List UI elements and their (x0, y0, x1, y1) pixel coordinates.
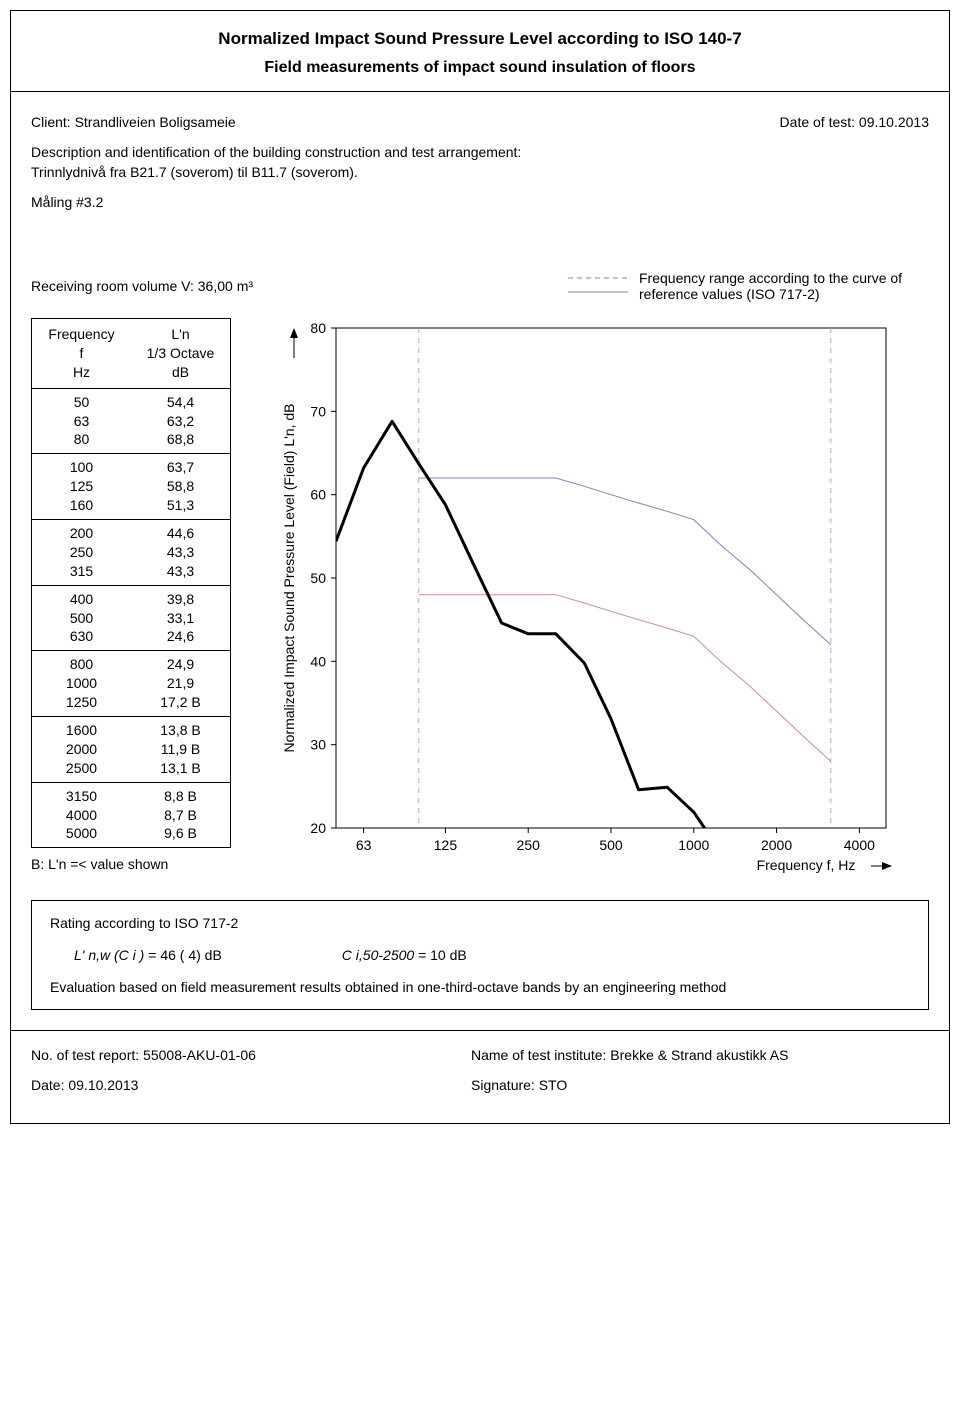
footer-date: Date: 09.10.2013 (31, 1077, 431, 1093)
table-row: 40050063039,833,124,6 (32, 586, 230, 652)
date-of-test: Date of test: 09.10.2013 (780, 114, 929, 130)
footer-tester: Name of test institute: Brekke & Strand … (471, 1047, 788, 1063)
svg-text:125: 125 (434, 837, 458, 853)
measurement-id: Måling #3.2 (31, 194, 929, 210)
legend-swatch (566, 270, 631, 300)
rating-title: Rating according to ISO 717-2 (50, 915, 910, 931)
receiving-volume: Receiving room volume V: 36,00 m³ (31, 278, 253, 294)
table-cell-value: 44,643,343,3 (131, 524, 230, 581)
table-footnote: B: L'n =< value shown (31, 856, 231, 872)
footer-signature: Signature: STO (471, 1077, 788, 1093)
frequency-table: FrequencyfHzL'n1/3 OctavedB50638054,463,… (31, 318, 231, 848)
svg-text:40: 40 (310, 653, 326, 669)
eq2-rhs: = 10 dB (418, 947, 467, 963)
svg-text:60: 60 (310, 487, 326, 503)
table-cell-value: 13,8 B11,9 B13,1 B (131, 721, 230, 778)
svg-text:4000: 4000 (844, 837, 875, 853)
table-cell-freq: 315040005000 (32, 787, 131, 844)
table-row: 16002000250013,8 B11,9 B13,1 B (32, 717, 230, 783)
svg-text:2000: 2000 (761, 837, 792, 853)
table-cell-value: 8,8 B8,7 B9,6 B (131, 787, 230, 844)
table-cell-value: 24,921,917,2 B (131, 655, 230, 712)
info-section: Client: Strandliveien Boligsameie Date o… (11, 92, 949, 318)
chart-legend: Frequency range according to the curve o… (566, 270, 929, 302)
impact-sound-chart: 20 30 40 50 60 70 80 63 125 250 500 1000 2000 4000 Nor… (266, 318, 906, 878)
svg-text:1000: 1000 (678, 837, 709, 853)
table-row: 3150400050008,8 B8,7 B9,6 B (32, 783, 230, 848)
eq1-rhs: = 46 ( 4) dB (148, 947, 222, 963)
data-table-col: FrequencyfHzL'n1/3 OctavedB50638054,463,… (31, 318, 231, 878)
report-title-1: Normalized Impact Sound Pressure Level a… (21, 29, 939, 49)
svg-text:80: 80 (310, 320, 326, 336)
table-head-ln: L'n1/3 OctavedB (131, 325, 230, 382)
client-label: Client: Strandliveien Boligsameie (31, 114, 236, 130)
svg-text:Frequency f, Hz: Frequency f, Hz (757, 857, 856, 873)
desc-line: Trinnlydnivå fra B21.7 (soverom) til B11… (31, 164, 929, 180)
desc-label: Description and identification of the bu… (31, 144, 929, 160)
table-cell-freq: 400500630 (32, 590, 131, 647)
svg-text:Normalized Impact Sound Pressu: Normalized Impact Sound Pressure Level (… (281, 404, 297, 753)
svg-text:50: 50 (310, 570, 326, 586)
table-cell-freq: 160020002500 (32, 721, 131, 778)
table-row: 10012516063,758,851,3 (32, 454, 230, 520)
chart-col: 20 30 40 50 60 70 80 63 125 250 500 1000 2000 4000 Nor… (243, 318, 929, 878)
svg-text:30: 30 (310, 737, 326, 753)
svg-text:500: 500 (599, 837, 623, 853)
report-title-2: Field measurements of impact sound insul… (21, 59, 939, 77)
eq2-lhs: C i,50-2500 (342, 947, 414, 963)
report-frame: Normalized Impact Sound Pressure Level a… (10, 10, 950, 1124)
report-header: Normalized Impact Sound Pressure Level a… (11, 11, 949, 92)
table-row: 20025031544,643,343,3 (32, 520, 230, 586)
svg-text:70: 70 (310, 403, 326, 419)
table-cell-value: 39,833,124,6 (131, 590, 230, 647)
rating-equations: L' n,w (C i ) = 46 ( 4) dB C i,50-2500 =… (50, 947, 910, 963)
legend-text: Frequency range according to the curve o… (639, 270, 929, 302)
table-row: 8001000125024,921,917,2 B (32, 651, 230, 717)
table-cell-freq: 80010001250 (32, 655, 131, 712)
table-head-freq: FrequencyfHz (32, 325, 131, 382)
svg-text:250: 250 (517, 837, 541, 853)
table-cell-freq: 200250315 (32, 524, 131, 581)
table-cell-value: 63,758,851,3 (131, 458, 230, 515)
svg-text:20: 20 (310, 820, 326, 836)
rating-eval: Evaluation based on field measurement re… (50, 979, 910, 995)
report-footer: No. of test report: 55008-AKU-01-06 Date… (11, 1030, 949, 1123)
table-cell-freq: 100125160 (32, 458, 131, 515)
main-row: FrequencyfHzL'n1/3 OctavedB50638054,463,… (11, 318, 949, 878)
svg-text:63: 63 (356, 837, 372, 853)
table-cell-value: 54,463,268,8 (131, 393, 230, 450)
eq1-lhs: L' n,w (C i ) (74, 947, 144, 963)
table-cell-freq: 506380 (32, 393, 131, 450)
footer-report-no: No. of test report: 55008-AKU-01-06 (31, 1047, 431, 1063)
rating-box: Rating according to ISO 717-2 L' n,w (C … (31, 900, 929, 1010)
table-row: 50638054,463,268,8 (32, 389, 230, 455)
